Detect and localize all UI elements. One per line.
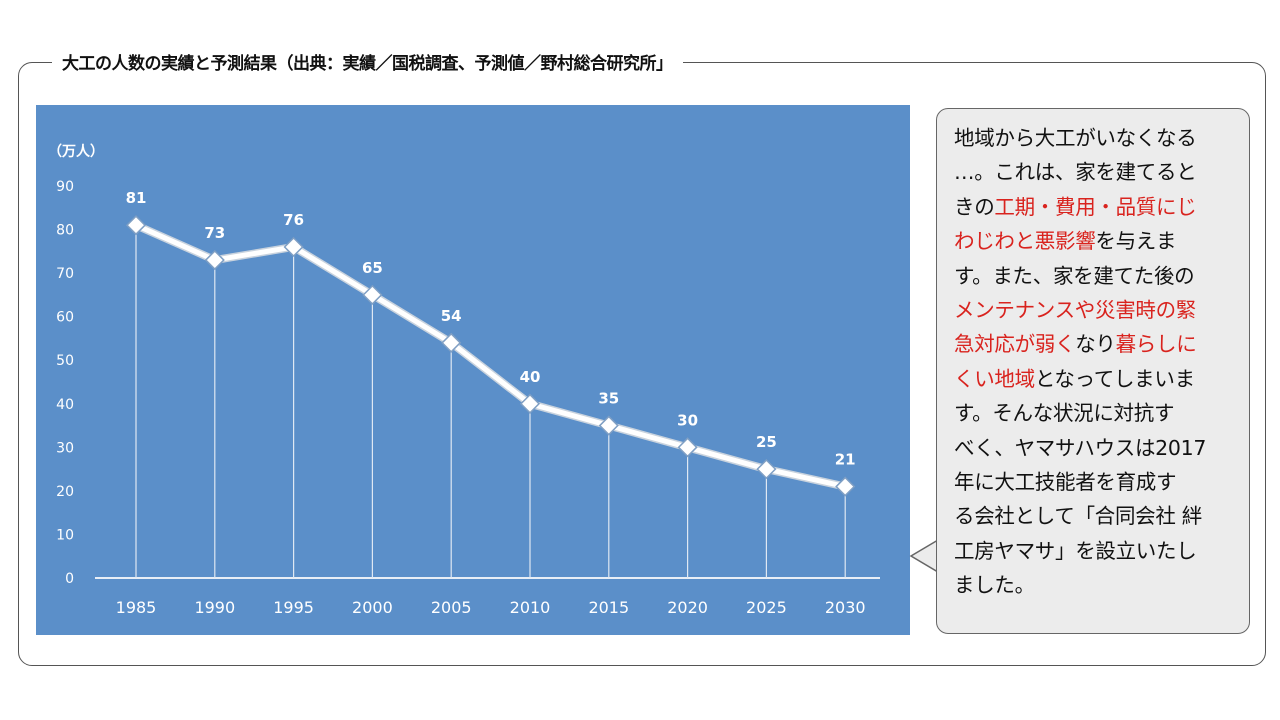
- data-point-marker: [677, 437, 698, 458]
- y-axis-label: （万人）: [48, 143, 104, 160]
- data-label: 65: [362, 259, 383, 277]
- data-label: 73: [204, 224, 225, 242]
- y-tick-label: 90: [56, 179, 74, 195]
- callout-text: 工房ヤマサ」を設立いたし: [954, 538, 1197, 563]
- data-label: 40: [520, 368, 541, 386]
- callout-text: きの: [954, 194, 995, 219]
- highlight-text: くい地域: [954, 366, 1035, 391]
- data-label: 54: [441, 307, 462, 325]
- line-chart: （万人）010203040506070809081198573199076199…: [48, 143, 880, 617]
- data-label: 21: [835, 451, 856, 469]
- callout-line: べく、ヤマサハウスは2017: [954, 431, 1249, 465]
- data-point-marker: [835, 476, 856, 497]
- data-point-marker: [519, 393, 541, 414]
- data-label: 25: [756, 433, 777, 451]
- callout-line: きの工期・費用・品質にじ: [954, 190, 1249, 224]
- x-tick-label: 2005: [431, 598, 472, 617]
- callout-line: くい地域となってしまいま: [954, 362, 1249, 396]
- callout-line: わじわと悪影響を与えま: [954, 224, 1249, 258]
- callout-box: 地域から大工がいなくなる …。これは、家を建てると きの工期・費用・品質にじ わじわと…: [936, 108, 1250, 634]
- x-tick-label: 2025: [746, 598, 787, 617]
- y-tick-label: 60: [56, 310, 74, 326]
- y-tick-label: 70: [56, 266, 74, 282]
- y-tick-label: 50: [56, 353, 74, 369]
- chart-title: 大工の人数の実績と予測結果（出典：実績／国税調査、予測値／野村総合研究所」: [52, 49, 683, 74]
- data-point-marker: [204, 249, 225, 271]
- data-point-marker: [283, 236, 304, 258]
- data-point-marker: [441, 332, 462, 353]
- data-label: 81: [126, 189, 147, 207]
- series-line-outline: [134, 221, 847, 491]
- highlight-text: メンテナンスや災害時の緊: [954, 298, 1196, 323]
- highlight-text: わじわと悪影響: [954, 229, 1096, 254]
- callout-line: 地域から大工がいなくなる: [954, 121, 1249, 155]
- data-point-marker: [598, 415, 619, 436]
- callout-line: メンテナンスや災害時の緊: [954, 293, 1249, 327]
- x-tick-label: 1990: [194, 598, 235, 617]
- data-point-marker: [125, 215, 147, 236]
- chart-area: （万人） 0 10 20 30 40 50 60 70 80 90 81 1985 73 1990 76 199…: [36, 105, 910, 635]
- y-tick-label: 10: [56, 527, 74, 543]
- x-tick-label: 2015: [588, 598, 629, 617]
- callout-line: 急対応が弱くなり暮らしに: [954, 327, 1249, 361]
- x-tick-label: 2010: [510, 598, 551, 617]
- y-tick-label: 30: [56, 440, 74, 456]
- x-tick-label: 2000: [352, 598, 393, 617]
- data-point-marker: [756, 459, 777, 480]
- callout-text: となってしまいま: [1034, 366, 1195, 391]
- callout-text: す。また、家を建てた後の: [954, 263, 1195, 288]
- callout-text: 年に大工技能者を育成す: [954, 470, 1177, 495]
- callout-text: べく、ヤマサハウスは2017: [954, 435, 1207, 460]
- y-tick-label: 80: [56, 223, 74, 239]
- callout-text: …。これは、家を建てると: [954, 160, 1197, 185]
- highlight-text: 暮らしに: [1115, 332, 1197, 357]
- data-point-marker: [362, 284, 383, 305]
- callout-line: ました。: [954, 568, 1249, 602]
- y-tick-label: 20: [56, 484, 74, 500]
- series-line: [134, 222, 846, 489]
- y-tick-label: 40: [56, 397, 74, 413]
- x-tick-label: 1985: [116, 598, 157, 617]
- callout-text: 地域から大工がいなくなる: [954, 126, 1197, 150]
- y-tick-label: 0: [65, 571, 74, 587]
- callout-text: ました。: [954, 573, 1035, 598]
- callout-line: 年に大工技能者を育成す: [954, 465, 1249, 499]
- callout-text: なり: [1075, 332, 1116, 357]
- x-tick-label: 2030: [825, 598, 866, 617]
- callout-line: る会社として「合同会社 絆: [954, 499, 1249, 533]
- callout-text: る会社として「合同会社 絆: [954, 504, 1203, 529]
- x-tick-label: 1995: [273, 598, 314, 617]
- data-label: 76: [283, 211, 304, 229]
- data-label: 30: [677, 411, 698, 429]
- x-tick-label: 2020: [667, 598, 708, 617]
- callout-text: す。そんな状況に対抗す: [954, 401, 1175, 426]
- callout-line: す。そんな状況に対抗す: [954, 396, 1249, 430]
- highlight-text: 工期・費用・品質にじ: [994, 194, 1197, 219]
- highlight-text: 急対応が弱く: [954, 332, 1076, 357]
- callout-line: 工房ヤマサ」を設立いたし: [954, 534, 1249, 568]
- callout-line: …。これは、家を建てると: [954, 155, 1249, 189]
- callout-text: を与えま: [1095, 229, 1177, 254]
- callout-line: す。また、家を建てた後の: [954, 259, 1249, 293]
- data-label: 35: [598, 390, 619, 408]
